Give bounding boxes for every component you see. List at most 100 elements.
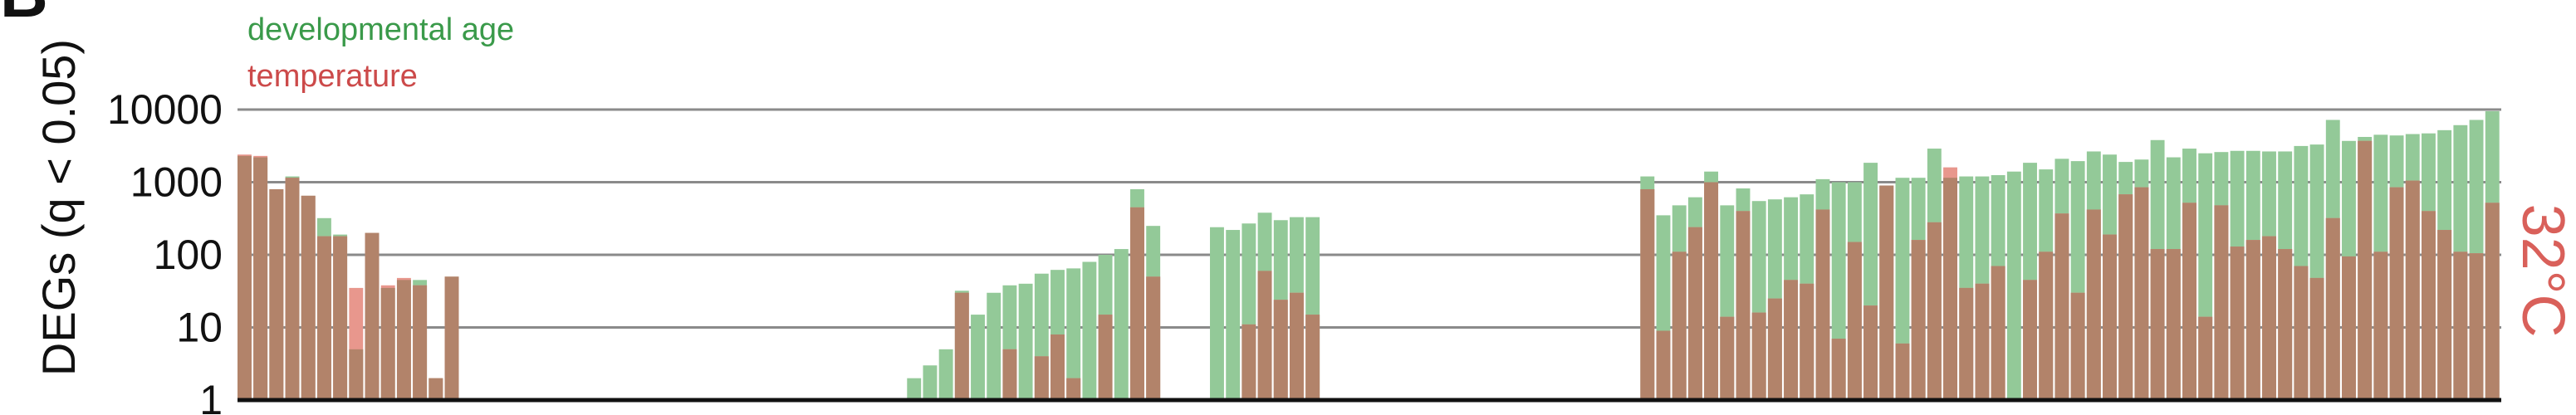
bar-developmental-age [1114,249,1129,400]
bar-overlap [1002,349,1017,400]
bar-overlap [2198,316,2213,400]
bar-overlap [1959,287,1974,400]
bar-overlap [316,236,331,400]
bar-overlap [2469,253,2484,400]
bar-overlap [253,157,268,401]
bar-overlap [2342,256,2356,400]
temperature-condition-label: 32°C [2510,204,2576,338]
bar-overlap [1800,283,1814,400]
bar-overlap [2422,211,2436,400]
bar-developmental-age [923,365,938,400]
bar-developmental-age [1210,227,1224,400]
bar-overlap [1130,207,1144,400]
bar-overlap [2373,251,2388,400]
bar-overlap [349,349,364,400]
bar-overlap [1290,292,1304,400]
bar-overlap [2405,180,2420,400]
bar-overlap [1879,185,1894,400]
bar-overlap [444,276,459,400]
bar-developmental-age [1226,230,1241,400]
bar-overlap [301,195,316,400]
bar-overlap [2262,236,2276,400]
bar-overlap [1767,298,1782,400]
bar-overlap [365,232,380,400]
bar-overlap [1991,266,2005,400]
bar-overlap [1704,182,1719,400]
bar-developmental-age [938,349,953,400]
bar-overlap [2150,249,2165,400]
bar-overlap [1050,334,1065,400]
bar-overlap [269,188,284,400]
bar-overlap [1241,324,1256,400]
bar-overlap [1895,343,1910,400]
bar-developmental-age [2006,171,2021,400]
y-tick-label: 10 [176,305,223,351]
bar-overlap [2070,292,2085,400]
bar-overlap [1927,222,1942,400]
bar-overlap [238,155,252,400]
bars-temperature [238,140,2500,401]
bar-overlap [2294,266,2309,400]
bar-overlap [2230,247,2245,400]
bar-overlap [1736,211,1751,400]
bar-overlap [1305,315,1320,400]
legend: developmental age temperature [247,12,514,94]
bar-overlap [2103,234,2117,400]
y-tick-label: 1 [199,377,223,415]
bar-overlap [2039,251,2054,400]
bar-overlap [2054,213,2069,400]
bar-overlap [2485,203,2500,400]
bar-overlap [1687,227,1702,400]
bar-overlap [2389,187,2404,400]
bar-overlap [1034,356,1049,400]
bar-overlap [1273,300,1288,400]
bar-overlap [1672,251,1687,400]
bar-developmental-age [1082,261,1097,400]
panel-letter: B [0,0,48,31]
y-tick-label: 100 [154,232,223,278]
bar-overlap [429,378,443,400]
bar-overlap [1146,276,1161,400]
bar-overlap [1847,242,1862,400]
bar-developmental-age [971,315,985,400]
bar-overlap [2453,251,2468,400]
bar-overlap [1656,330,1671,400]
bar-overlap [380,287,395,400]
bar-overlap [2278,249,2293,400]
bar-overlap [954,292,969,400]
bar-developmental-age [1018,283,1033,400]
bar-overlap [2166,249,2181,400]
legend-item-developmental-age: developmental age [247,12,514,47]
bar-overlap [396,280,411,400]
bar-overlap [1975,283,1990,400]
bar-overlap [1751,312,1766,400]
y-tick-label: 1000 [130,159,223,206]
bar-overlap [413,285,428,400]
bar-overlap [2358,140,2373,400]
bar-overlap [2134,187,2149,400]
bar-overlap [2325,217,2340,400]
bar-overlap [2118,194,2133,400]
y-tick-labels: 1 10 100 1000 10000 [107,86,223,415]
y-tick-label: 10000 [107,86,223,133]
bar-overlap [1815,209,1830,400]
bar-developmental-age [1066,268,1081,400]
bar-overlap [1257,271,1272,400]
bar-overlap [1831,339,1846,400]
bar-overlap [2245,240,2260,400]
bar-overlap [1784,280,1799,400]
bar-overlap [2214,205,2229,400]
legend-item-temperature: temperature [247,59,418,94]
bar-overlap [2309,277,2324,400]
bar-overlap [285,178,300,400]
bar-overlap [1720,316,1735,400]
bar-developmental-age [907,378,922,400]
bar-overlap [1098,315,1113,400]
bar-overlap [2086,209,2101,400]
bar-overlap [2182,203,2196,400]
bar-overlap [1943,178,1957,400]
bar-developmental-age [987,292,1002,400]
bar-overlap [1640,188,1655,400]
bar-overlap [1066,378,1081,400]
